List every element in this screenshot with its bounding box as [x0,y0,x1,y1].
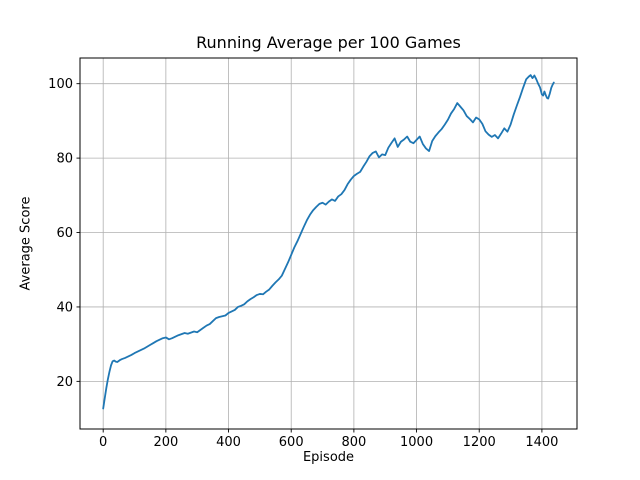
x-tick-label: 1000 [400,435,433,450]
x-tick-label: 800 [341,435,366,450]
x-tick-label: 1400 [525,435,558,450]
x-axis-label: Episode [302,450,355,465]
y-tick-label: 80 [56,152,73,167]
y-tick-label: 20 [56,375,73,390]
y-tick-label: 40 [56,300,73,315]
plot-border [79,57,578,430]
x-tick-label: 200 [153,435,178,450]
x-tick-label: 600 [279,435,304,450]
y-tick-label: 60 [56,226,73,241]
y-tick-label: 100 [48,77,73,92]
x-tick-label: 1200 [463,435,496,450]
x-tick-label: 400 [216,435,241,450]
x-tick-label: 0 [99,435,107,450]
chart-title: Running Average per 100 Games [196,33,461,52]
series-line-running-average [102,74,555,410]
